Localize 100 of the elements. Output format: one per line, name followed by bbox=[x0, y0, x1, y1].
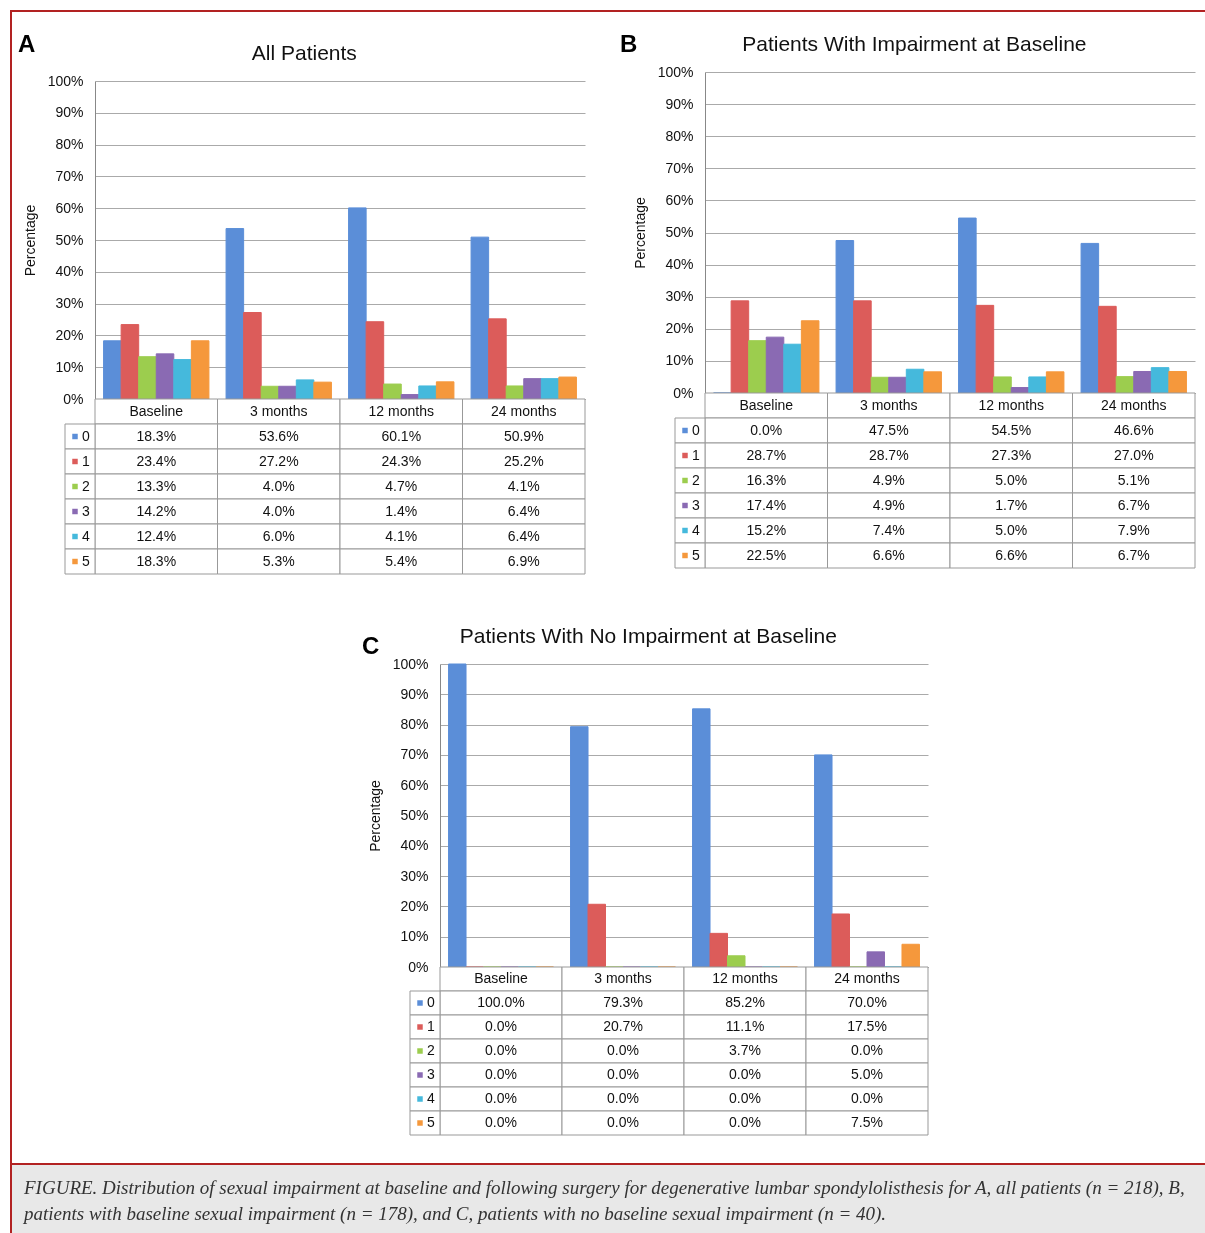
data-label: 7.9% bbox=[1117, 521, 1150, 538]
data-label: 17.5% bbox=[847, 1018, 887, 1034]
data-label: 20.7% bbox=[603, 1018, 643, 1034]
data-label: 50.9% bbox=[503, 427, 544, 444]
data-label: 27.3% bbox=[991, 446, 1032, 463]
data-label: 4.9% bbox=[872, 471, 905, 488]
data-label: 6.6% bbox=[995, 546, 1028, 563]
chart-title: Patients With Impairment at Baseline bbox=[742, 32, 1087, 55]
y-tick-label: 40% bbox=[665, 256, 694, 273]
data-label: 17.4% bbox=[746, 496, 787, 513]
data-label: 0.0% bbox=[607, 1066, 639, 1082]
data-label: 5.3% bbox=[262, 552, 295, 569]
data-label: 27.0% bbox=[1113, 446, 1154, 463]
data-label: 60.1% bbox=[381, 427, 422, 444]
x-tick-label: 24 months bbox=[491, 402, 557, 419]
data-label: 16.3% bbox=[746, 471, 787, 488]
y-tick-label: 10% bbox=[400, 928, 429, 945]
legend-label: 4 bbox=[427, 1090, 436, 1106]
data-label: 14.2% bbox=[136, 502, 177, 519]
data-label: 6.4% bbox=[507, 502, 540, 519]
y-tick-label: 50% bbox=[665, 224, 694, 240]
legend-label: 2 bbox=[692, 471, 701, 488]
data-label: 28.7% bbox=[746, 446, 787, 463]
data-label: 0.0% bbox=[485, 1042, 517, 1058]
data-label: 24.3% bbox=[381, 452, 422, 469]
y-axis-title: Percentage bbox=[631, 196, 648, 269]
data-label: 5.4% bbox=[385, 552, 418, 569]
data-label: 4.9% bbox=[872, 496, 905, 513]
data-label: 4.0% bbox=[262, 502, 295, 519]
data-label: 6.7% bbox=[1117, 546, 1150, 563]
data-label: 5.0% bbox=[995, 521, 1028, 538]
y-tick-label: 20% bbox=[55, 326, 84, 343]
x-tick-label: 3 months bbox=[859, 396, 918, 413]
data-label: 23.4% bbox=[136, 452, 177, 469]
y-tick-label: 50% bbox=[55, 231, 84, 248]
x-tick-label: 3 months bbox=[594, 970, 652, 986]
chart-title: Patients With No Impairment at Baseline bbox=[459, 624, 837, 647]
legend-label: 3 bbox=[82, 502, 91, 519]
legend-label: 1 bbox=[82, 452, 91, 469]
y-tick-label: 60% bbox=[665, 191, 694, 208]
data-label: 5.1% bbox=[1117, 471, 1150, 488]
x-tick-label: 12 months bbox=[978, 396, 1044, 413]
data-label: 0.0% bbox=[607, 1042, 639, 1058]
data-label: 0.0% bbox=[485, 1114, 517, 1130]
text: B bbox=[620, 30, 638, 58]
data-label: 28.7% bbox=[868, 446, 909, 463]
y-tick-label: 70% bbox=[400, 746, 429, 763]
y-tick-label: 50% bbox=[400, 807, 429, 823]
data-label: 11.1% bbox=[725, 1018, 765, 1034]
data-label: 0.0% bbox=[750, 421, 783, 438]
data-label: 18.3% bbox=[136, 552, 177, 569]
legend-label: 4 bbox=[82, 527, 91, 544]
data-label: 13.3% bbox=[136, 477, 177, 494]
data-label: 0.0% bbox=[485, 1090, 517, 1106]
y-tick-label: 100% bbox=[47, 72, 84, 89]
y-axis-title: Percentage bbox=[366, 779, 383, 852]
y-tick-label: 30% bbox=[665, 288, 694, 305]
data-label: 85.2% bbox=[725, 994, 765, 1010]
y-tick-label: 0% bbox=[63, 390, 84, 407]
legend-label: 0 bbox=[692, 421, 701, 438]
y-tick-label: 80% bbox=[665, 127, 694, 144]
data-label: 12.4% bbox=[136, 527, 177, 544]
data-label: 4.0% bbox=[262, 477, 295, 494]
y-tick-label: 90% bbox=[400, 685, 429, 702]
data-label: 5.0% bbox=[995, 471, 1028, 488]
x-tick-label: Baseline bbox=[129, 402, 184, 419]
data-label: 47.5% bbox=[868, 421, 909, 438]
data-label: 79.3% bbox=[603, 994, 643, 1010]
data-label: 27.2% bbox=[258, 452, 299, 469]
y-tick-label: 90% bbox=[55, 104, 84, 121]
x-tick-label: 12 months bbox=[368, 402, 434, 419]
legend-label: 1 bbox=[427, 1018, 436, 1034]
data-label: 6.6% bbox=[872, 546, 905, 563]
data-label: 6.9% bbox=[507, 552, 540, 569]
y-tick-label: 40% bbox=[400, 837, 429, 854]
y-tick-label: 90% bbox=[665, 95, 694, 112]
data-label: 6.0% bbox=[262, 527, 295, 544]
data-label: 54.5% bbox=[991, 421, 1032, 438]
y-tick-label: 100% bbox=[657, 63, 694, 80]
legend-label: 4 bbox=[692, 521, 701, 538]
data-label: 4.1% bbox=[507, 477, 540, 494]
text: C bbox=[362, 632, 380, 660]
data-label: 53.6% bbox=[258, 427, 299, 444]
data-label: 5.0% bbox=[851, 1066, 883, 1082]
data-label: 7.4% bbox=[872, 521, 905, 538]
data-label: 0.0% bbox=[485, 1018, 517, 1034]
data-label: 15.2% bbox=[746, 521, 787, 538]
data-label: 18.3% bbox=[136, 427, 177, 444]
y-tick-label: 60% bbox=[55, 199, 84, 216]
y-tick-label: 0% bbox=[673, 384, 694, 401]
text: FIGURE. Distribution of sexual impairment at baseline and following surgery for degenerative lumbar spondylolisthesis for A, all patients (n = 218), B, patients with baseline sexual impairment (n = 178), and C, patients with no baseline sexual impairment (n = 40). bbox=[12, 1163, 1205, 1233]
data-label: 0.0% bbox=[851, 1042, 883, 1058]
legend-label: 5 bbox=[82, 552, 91, 569]
text: A bbox=[18, 30, 36, 58]
legend-label: 3 bbox=[692, 496, 701, 513]
y-tick-label: 70% bbox=[665, 159, 694, 176]
y-tick-label: 0% bbox=[408, 958, 429, 975]
data-label: 0.0% bbox=[729, 1090, 761, 1106]
data-label: 4.1% bbox=[385, 527, 418, 544]
y-tick-label: 30% bbox=[400, 867, 429, 884]
